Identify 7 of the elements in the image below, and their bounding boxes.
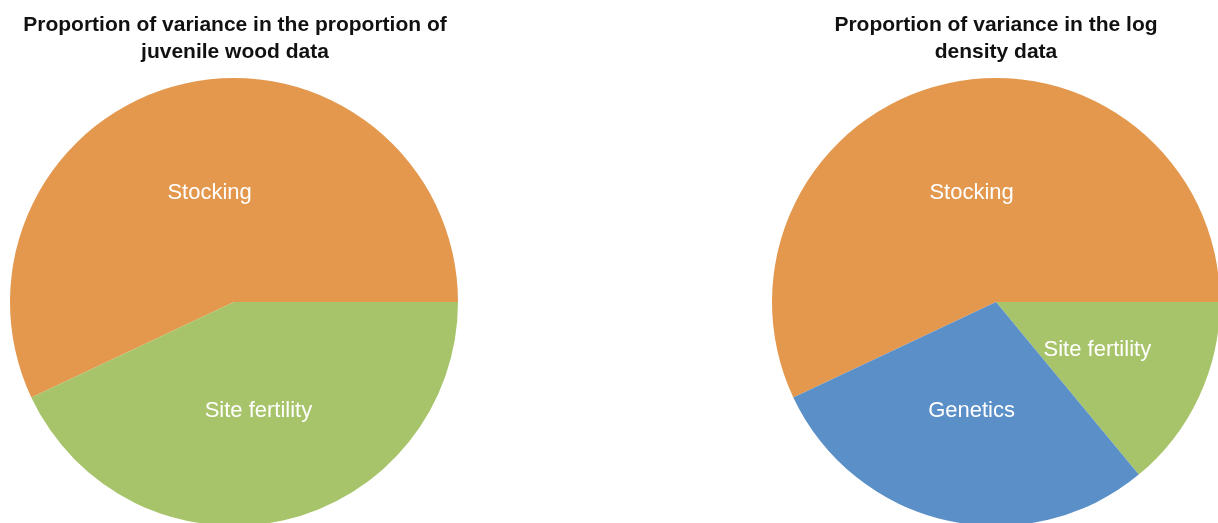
chart-title: Proportion of variance in the proportion of juvenile wood data [22,11,448,64]
chart-title: Proportion of variance in the log density data [833,11,1159,64]
slice-label: Site fertility [1043,335,1152,361]
slice-label: Genetics [928,397,1015,423]
slice-label: Site fertility [204,397,313,423]
slice-label: Stocking [167,178,252,204]
slice-label: Stocking [929,178,1014,204]
